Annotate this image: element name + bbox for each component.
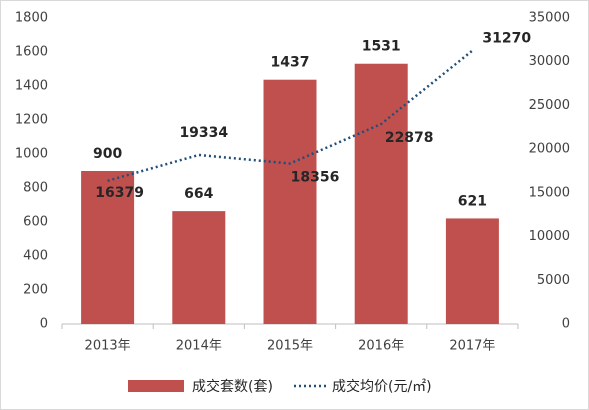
- bar: [81, 171, 135, 324]
- data-label: 19334: [179, 125, 228, 141]
- x-tick-label: 2014年: [176, 339, 222, 354]
- legend-label: 成交均价(元/㎡): [332, 378, 432, 395]
- data-label: 16379: [95, 185, 144, 201]
- bar: [263, 79, 317, 325]
- y2-tick-label: 5000: [537, 273, 570, 288]
- line: [107, 49, 474, 183]
- data-label: 31270: [482, 31, 531, 47]
- y-tick-label: 1400: [15, 79, 48, 94]
- data-label: 621: [458, 193, 487, 209]
- y-tick-label: 1000: [15, 147, 48, 162]
- data-label: 22878: [385, 130, 434, 146]
- data-label: 664: [184, 186, 213, 202]
- data-label: 1437: [271, 55, 310, 71]
- y-tick-label: 800: [23, 181, 48, 196]
- y2-tick-label: 30000: [529, 54, 570, 69]
- legend-swatch: [128, 380, 184, 392]
- bar: [445, 218, 499, 324]
- y-tick-label: 400: [23, 249, 48, 264]
- x-tick-label: 2017年: [449, 339, 495, 354]
- legend-label: 成交套数(套): [192, 378, 273, 395]
- y-tick-label: 1600: [15, 45, 48, 60]
- y-tick-label: 200: [23, 283, 48, 298]
- x-tick-label: 2016年: [358, 339, 404, 354]
- y2-tick-label: 25000: [529, 98, 570, 113]
- y-tick-label: 600: [23, 215, 48, 230]
- y-tick-label: 1800: [15, 11, 48, 26]
- y2-tick-label: 15000: [529, 185, 570, 200]
- y2-tick-label: 20000: [529, 142, 570, 157]
- data-label: 18356: [291, 170, 340, 186]
- y2-tick-label: 35000: [529, 11, 570, 26]
- y2-tick-label: 0: [562, 317, 570, 332]
- x-tick-label: 2015年: [267, 339, 313, 354]
- bar: [354, 63, 408, 324]
- y-tick-label: 1200: [15, 113, 48, 128]
- x-tick-label: 2013年: [85, 339, 131, 354]
- data-label: 1531: [362, 39, 401, 55]
- bar: [172, 211, 226, 324]
- y2-tick-label: 10000: [529, 229, 570, 244]
- data-label: 900: [93, 146, 122, 162]
- y-tick-label: 0: [40, 317, 48, 332]
